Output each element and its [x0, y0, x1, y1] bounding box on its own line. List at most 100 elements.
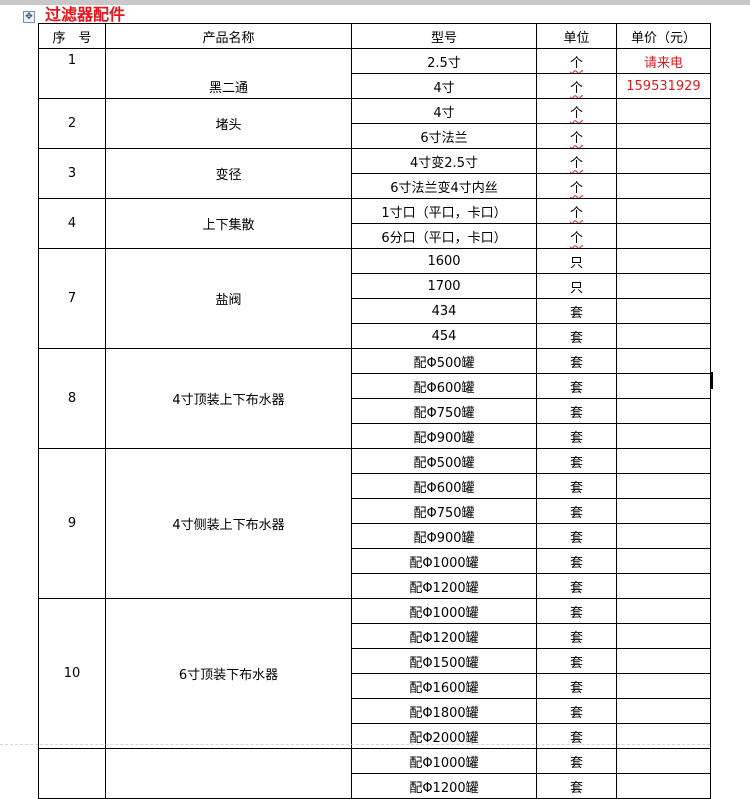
- text-cursor: [711, 372, 713, 389]
- watermark-line: [0, 744, 710, 745]
- price-cell: [616, 373, 711, 399]
- price-cell: [616, 298, 711, 324]
- price-cell-text: 159531929: [626, 78, 701, 94]
- unit-cell-text: 个: [569, 55, 583, 71]
- table-row: 454 套: [39, 323, 711, 349]
- unit-cell: 个: [536, 198, 617, 224]
- table-row: 配Φ900罐 套: [39, 423, 711, 449]
- unit-cell: 套: [536, 348, 617, 374]
- table-row: 配Φ1800罐 套: [39, 698, 711, 724]
- product-name: 黑二通: [105, 48, 352, 99]
- unit-cell-text: 只: [569, 280, 583, 296]
- item-no-text: 2: [67, 116, 77, 131]
- price-cell: [616, 773, 711, 799]
- model-cell: 配Φ1000罐: [351, 598, 537, 624]
- model-cell-text: 配Φ600罐: [413, 380, 475, 396]
- unit-cell: 套: [536, 698, 617, 724]
- item-no: 1: [38, 48, 106, 99]
- model-cell-text: 配Φ1000罐: [409, 605, 479, 621]
- product-name-text: 6寸顶装下布水器: [178, 668, 279, 683]
- unit-cell: 个: [536, 123, 617, 149]
- unit-cell-text: 个: [569, 130, 583, 146]
- model-cell-text: 配Φ1200罐: [409, 580, 479, 596]
- product-name: 4寸顶装上下布水器: [105, 348, 352, 449]
- unit-cell-text: 套: [569, 655, 583, 671]
- model-cell-text: 1600: [427, 253, 461, 269]
- price-cell: 159531929: [616, 73, 711, 99]
- unit-cell: 套: [536, 748, 617, 774]
- model-cell-text: 配Φ900罐: [413, 430, 475, 446]
- model-cell: 配Φ900罐: [351, 523, 537, 549]
- table-row: 配Φ1600罐 套: [39, 673, 711, 699]
- product-name-text: 上下集散: [202, 218, 255, 233]
- table-row: 8 4寸顶装上下布水器 配Φ500罐套: [38, 348, 711, 449]
- product-name-text: 盐阀: [215, 293, 242, 308]
- unit-cell-text: 套: [569, 680, 583, 696]
- unit-cell-text: 个: [569, 155, 583, 171]
- price-cell: [616, 448, 711, 474]
- table-move-handle-icon[interactable]: ✥: [23, 11, 35, 23]
- model-cell: 配Φ500罐: [351, 448, 537, 474]
- model-cell: 配Φ1800罐: [351, 698, 537, 724]
- item-no: 4: [38, 198, 106, 249]
- price-cell: [616, 423, 711, 449]
- unit-cell-text: 套: [569, 480, 583, 496]
- model-cell: 配Φ1000罐: [351, 748, 537, 774]
- unit-cell: 只: [536, 248, 617, 274]
- unit-cell-text: 套: [569, 305, 583, 321]
- unit-cell: 只: [536, 273, 617, 299]
- model-cell: 配Φ1000罐: [351, 548, 537, 574]
- table-row: 3 变径 4寸变2.5寸个: [38, 148, 711, 199]
- model-cell: 配Φ1200罐: [351, 773, 537, 799]
- price-cell: [616, 473, 711, 499]
- model-cell-text: 配Φ750罐: [413, 405, 475, 421]
- model-cell-text: 配Φ1500罐: [409, 655, 479, 671]
- model-cell-text: 配Φ1000罐: [409, 555, 479, 571]
- table-row: 6分口（平口，卡口） 个: [39, 223, 711, 249]
- header-name: 产品名称: [105, 23, 352, 49]
- unit-cell-text: 个: [569, 105, 583, 121]
- item-no-text: 10: [63, 666, 81, 681]
- item-no-text: 1: [67, 53, 77, 68]
- unit-cell: 套: [536, 523, 617, 549]
- item-no-text: 8: [67, 391, 77, 406]
- table-row: 1 黑二通 2.5寸个请来电: [38, 48, 711, 99]
- item-no: 7: [38, 248, 106, 349]
- price-cell: [616, 273, 711, 299]
- unit-cell: 套: [536, 423, 617, 449]
- item-no: 8: [38, 348, 106, 449]
- unit-cell-text: 只: [569, 255, 583, 271]
- model-cell: 434: [351, 298, 537, 324]
- product-name-text: 4寸顶装上下布水器: [172, 393, 285, 408]
- model-cell: 2.5寸: [351, 48, 537, 74]
- model-cell-text: 配Φ600罐: [413, 480, 475, 496]
- item-no-text: 3: [67, 166, 77, 181]
- model-cell: 配Φ1500罐: [351, 648, 537, 674]
- price-cell: [616, 198, 711, 224]
- model-cell: 1600: [351, 248, 537, 274]
- model-cell: 4寸: [351, 73, 537, 99]
- product-name: 4寸侧装上下布水器: [105, 448, 352, 599]
- model-cell-text: 6寸法兰: [420, 130, 468, 146]
- table-row: 7 盐阀 1600 只: [38, 248, 711, 349]
- model-cell: 配Φ750罐: [351, 498, 537, 524]
- table-row: 配Φ1200罐 套: [39, 573, 711, 599]
- unit-cell-text: 套: [569, 380, 583, 396]
- table-row: 配Φ1500罐 套: [39, 648, 711, 674]
- model-cell: 配Φ500罐: [351, 348, 537, 374]
- parts-table: 序 号 产品名称 型号 单位 单价（元） 1 黑二通 2.5寸个请来电 4寸个 1595…: [38, 23, 711, 799]
- unit-cell-text: 个: [569, 80, 583, 96]
- price-cell: [616, 398, 711, 424]
- price-cell: [616, 623, 711, 649]
- model-cell: 1700: [351, 273, 537, 299]
- model-cell: 6分口（平口，卡口）: [351, 223, 537, 249]
- product-name-text: 堵头: [215, 118, 242, 133]
- price-cell: [616, 248, 711, 274]
- model-cell: 6寸法兰: [351, 123, 537, 149]
- product-name: 6寸顶装下布水器: [105, 598, 352, 749]
- model-cell-text: 4寸: [433, 105, 455, 121]
- header-no: 序 号: [38, 23, 106, 49]
- header-model: 型号: [351, 23, 537, 49]
- table-row: 9 4寸侧装上下布水器 配Φ500罐套: [38, 448, 711, 599]
- product-name: [105, 748, 352, 799]
